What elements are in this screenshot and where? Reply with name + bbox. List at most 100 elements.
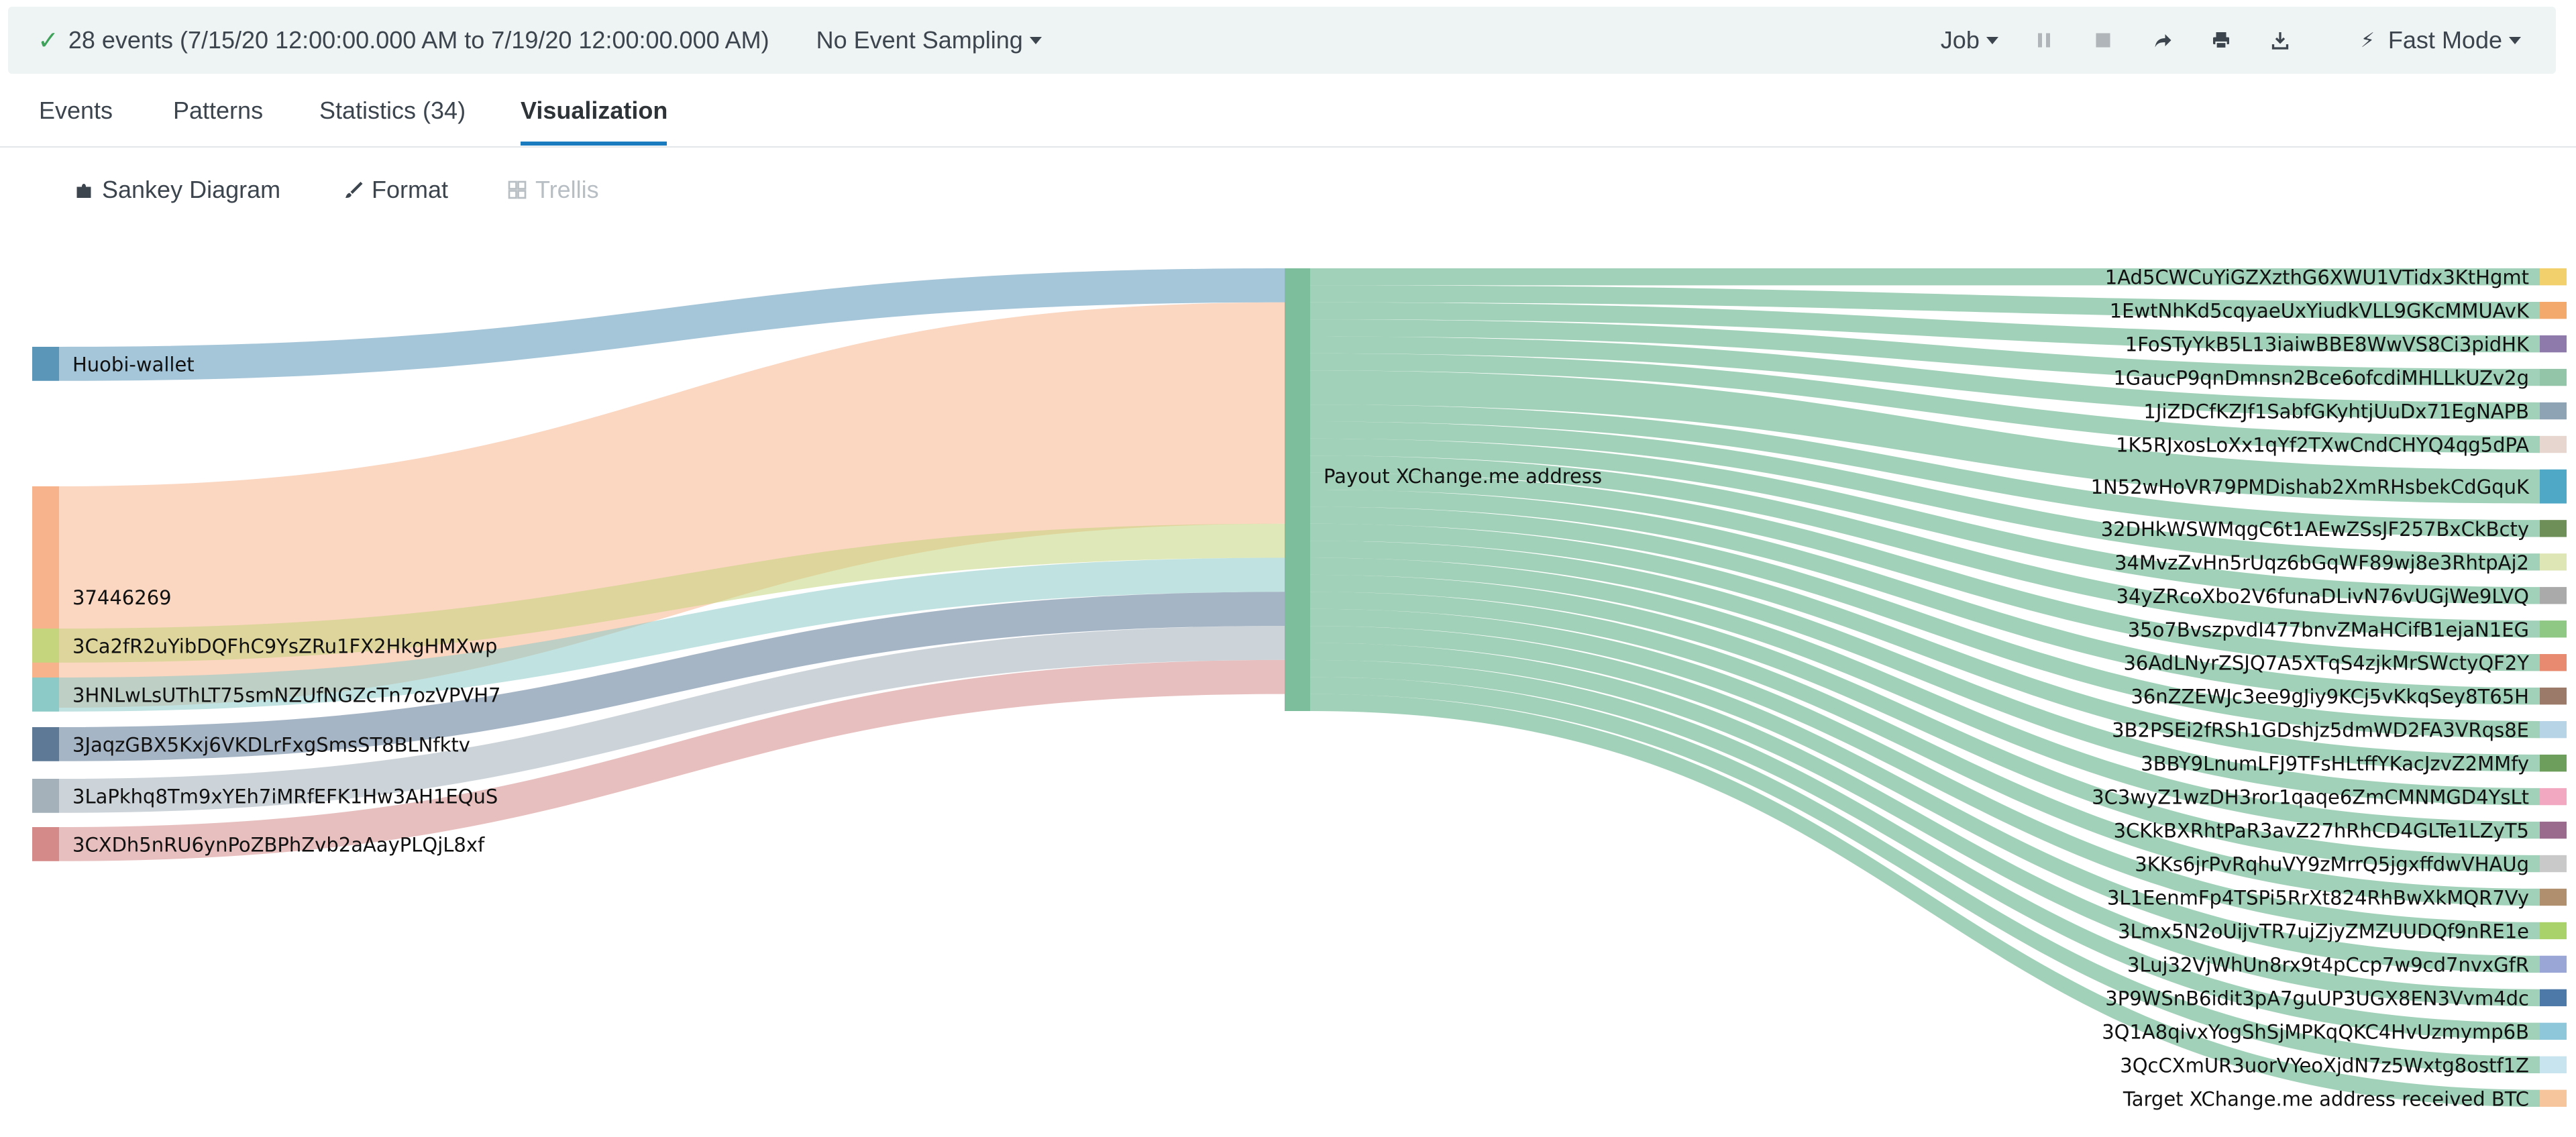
target-node[interactable]	[2540, 788, 2567, 806]
tab-statistics[interactable]: Statistics (34)	[319, 97, 466, 124]
target-link[interactable]	[1310, 694, 2540, 1107]
target-node[interactable]	[2540, 955, 2567, 973]
target-node[interactable]	[2540, 754, 2567, 772]
chevron-down-icon	[1986, 36, 1998, 44]
source-node[interactable]	[32, 827, 59, 861]
visualization-type-label: Sankey Diagram	[102, 176, 281, 203]
search-mode-label: Fast Mode	[2387, 26, 2502, 54]
target-link[interactable]	[1310, 302, 2540, 353]
chevron-down-icon	[1029, 36, 1042, 44]
target-link[interactable]	[1310, 592, 2540, 906]
target-link[interactable]	[1310, 574, 2540, 873]
target-link[interactable]	[1310, 472, 2540, 671]
target-link[interactable]	[1310, 490, 2540, 705]
source-node-label: 3CXDh5nRU6ynPoZBPhZvb2aAayPLQjL8xf	[72, 833, 485, 856]
target-link[interactable]	[1310, 455, 2540, 638]
target-link[interactable]	[1310, 557, 2540, 839]
source-node-label: 37446269	[72, 586, 172, 609]
target-link[interactable]	[1310, 421, 2540, 571]
source-link[interactable]	[59, 557, 1285, 712]
target-node[interactable]	[2540, 888, 2567, 906]
stop-icon[interactable]	[2090, 27, 2116, 54]
target-link[interactable]	[1310, 506, 2540, 739]
target-link[interactable]	[1310, 353, 2540, 453]
search-mode-dropdown[interactable]: ⚡ Fast Mode	[2361, 26, 2521, 54]
target-link[interactable]	[1310, 677, 2540, 1074]
target-node[interactable]	[2540, 520, 2567, 537]
target-node-label: 3QcCXmUR3uorVYeoXjdN7z5Wxtg8ostf1Z	[2120, 1054, 2529, 1077]
target-node[interactable]	[2540, 922, 2567, 940]
sankey-diagram: Payout XChange.me address Huobi-wallet 374…	[32, 266, 2567, 1111]
source-link[interactable]	[59, 523, 1285, 663]
source-node[interactable]	[32, 678, 59, 712]
target-link[interactable]	[1310, 541, 2540, 806]
target-node-label: 3Luj32VjWhUn8rx9t4pCcp7w9cd7nvxGfR	[2127, 953, 2529, 976]
target-link[interactable]	[1310, 608, 2540, 940]
target-node[interactable]	[2540, 620, 2567, 638]
target-node[interactable]	[2540, 1056, 2567, 1074]
target-node[interactable]	[2540, 268, 2567, 286]
target-node-label: 36nZZEWJc3ee9gJiy9KCj5vKkqSey8T65H	[2131, 686, 2529, 708]
target-node[interactable]	[2540, 1089, 2567, 1107]
tab-events[interactable]: Events	[39, 97, 113, 124]
share-icon[interactable]	[2149, 27, 2176, 54]
target-link[interactable]	[1310, 404, 2540, 537]
export-icon[interactable]	[2267, 27, 2294, 54]
target-node[interactable]	[2540, 402, 2567, 420]
tab-patterns[interactable]: Patterns	[173, 97, 264, 124]
source-node[interactable]	[32, 727, 59, 761]
source-link[interactable]	[59, 302, 1285, 708]
source-link[interactable]	[59, 592, 1285, 761]
target-link[interactable]	[1310, 523, 2540, 772]
format-label: Format	[372, 176, 449, 203]
target-link[interactable]	[1310, 370, 2540, 504]
target-link[interactable]	[1310, 643, 2540, 1007]
target-node-label: 3KKs6jrPvRqhuVY9zMrrQ5jgxffdwVHAUg	[2135, 853, 2529, 876]
target-node[interactable]	[2540, 553, 2567, 571]
source-links	[59, 268, 1285, 861]
source-node[interactable]	[32, 347, 59, 381]
check-icon: ✓	[38, 26, 59, 55]
source-node[interactable]	[32, 779, 59, 813]
format-button[interactable]: Format	[343, 176, 448, 204]
source-link[interactable]	[59, 626, 1285, 813]
target-link[interactable]	[1310, 268, 2540, 286]
target-node[interactable]	[2540, 435, 2567, 453]
hub-node-label: Payout XChange.me address	[1324, 465, 1602, 488]
target-node[interactable]	[2540, 654, 2567, 671]
target-node[interactable]	[2540, 720, 2567, 739]
target-link[interactable]	[1310, 626, 2540, 973]
source-node[interactable]	[32, 629, 59, 663]
target-link[interactable]	[1310, 319, 2540, 386]
source-link[interactable]	[59, 659, 1285, 861]
hub-node[interactable]	[1285, 268, 1310, 711]
target-node[interactable]	[2540, 1022, 2567, 1040]
target-node[interactable]	[2540, 368, 2567, 386]
target-node[interactable]	[2540, 587, 2567, 604]
target-node[interactable]	[2540, 335, 2567, 353]
target-node[interactable]	[2540, 989, 2567, 1007]
source-link[interactable]	[59, 268, 1285, 381]
target-node[interactable]	[2540, 301, 2567, 319]
event-sampling-label: No Event Sampling	[816, 26, 1023, 54]
target-node[interactable]	[2540, 688, 2567, 705]
target-node-label: 3L1EenmFp4TSPi5RrXt824RhBwXkMQR7Vy	[2107, 887, 2529, 910]
target-node-label: 34MvzZvHn5rUqz6bGqWF89wj8e3RhtpAj2	[2114, 551, 2529, 574]
target-node[interactable]	[2540, 821, 2567, 839]
puzzle-icon	[76, 184, 91, 198]
target-link[interactable]	[1310, 285, 2540, 319]
event-sampling-dropdown[interactable]: No Event Sampling	[816, 26, 1042, 54]
target-link[interactable]	[1310, 438, 2540, 604]
job-status: ✓ 28 events (7/15/20 12:00:00.000 AM to …	[38, 25, 769, 56]
source-node[interactable]	[32, 486, 59, 708]
target-link[interactable]	[1310, 659, 2540, 1040]
target-link[interactable]	[1310, 336, 2540, 420]
print-icon[interactable]	[2208, 27, 2235, 54]
sankey-labels: Payout XChange.me address Huobi-wallet 374…	[72, 266, 2530, 1111]
target-node[interactable]	[2540, 855, 2567, 873]
tab-visualization[interactable]: Visualization	[521, 97, 668, 124]
pause-icon[interactable]	[2031, 27, 2057, 54]
job-menu[interactable]: Job	[1941, 26, 1998, 54]
visualization-type-button[interactable]: Sankey Diagram	[74, 176, 280, 204]
target-node[interactable]	[2540, 469, 2567, 504]
